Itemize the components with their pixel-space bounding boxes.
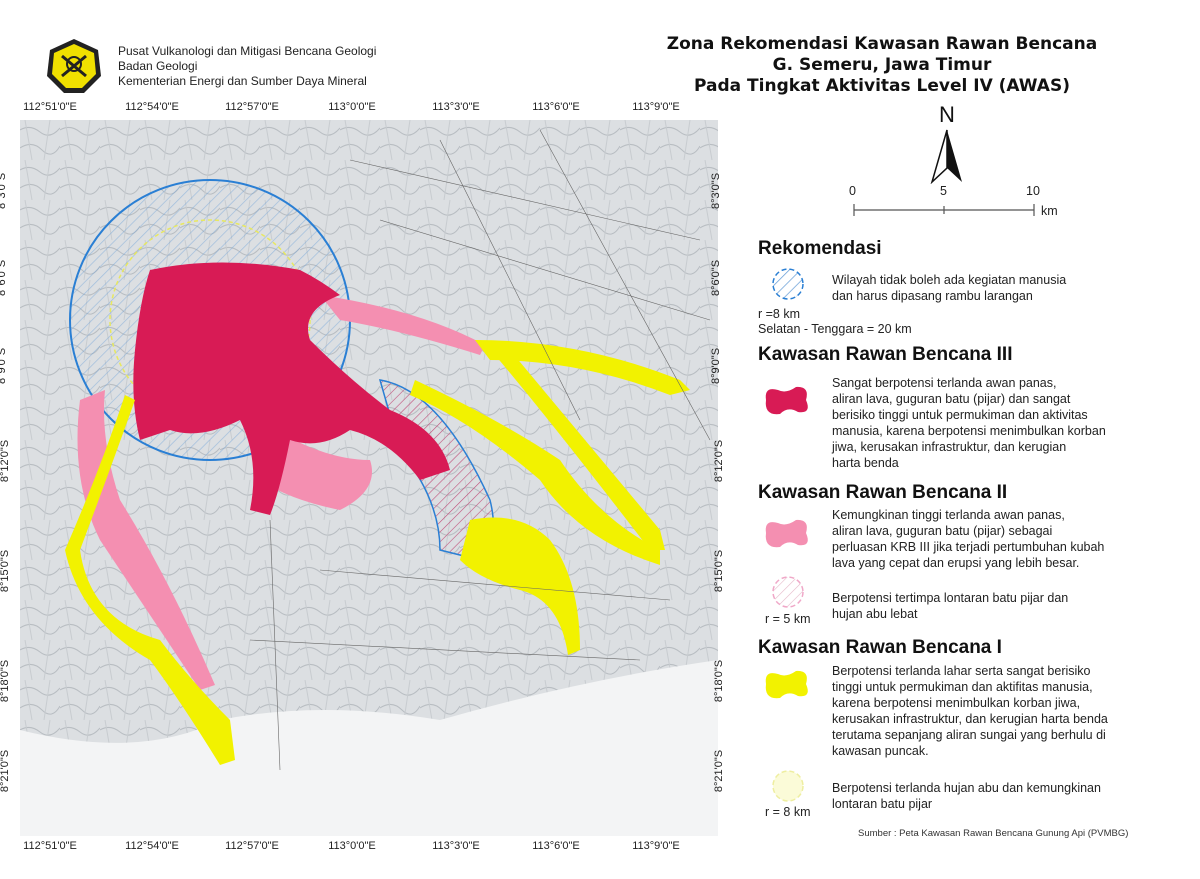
longitude-label: 113°9'0"E — [632, 840, 680, 852]
road-network — [249, 129, 711, 771]
krb1-lahar-channel — [65, 395, 235, 765]
longitude-label: 113°9'0"E — [632, 101, 680, 113]
latitude-label: 8°9'0"S — [710, 347, 723, 385]
longitude-label: 112°54'0"E — [125, 101, 179, 113]
krb2-circle-symbol — [772, 576, 804, 608]
longitude-label: 113°6'0"E — [532, 101, 580, 113]
org-line: Pusat Vulkanologi dan Mitigasi Bencana G… — [118, 44, 377, 58]
latitude-label: 8°6'0"S — [0, 259, 9, 297]
legend-text: Wilayah tidak boleh ada kegiatan manusia… — [832, 273, 1067, 303]
krb2-symbol — [765, 519, 808, 548]
latitude-label: 8°12'0"S — [713, 439, 726, 483]
longitude-label: 112°57'0"E — [225, 101, 279, 113]
org-line: Badan Geologi — [118, 59, 198, 73]
organization-text: Pusat Vulkanologi dan Mitigasi Bencana G… — [118, 44, 376, 89]
legend-text: Berpotensi terlanda lahar serta sangat b… — [832, 664, 1108, 758]
latitude-label: 8°21'0"S — [0, 749, 12, 793]
map-frame[interactable] — [20, 120, 718, 836]
latitude-label: 8°9'0"S — [0, 347, 9, 385]
exclusion-zone-symbol — [772, 268, 804, 300]
title-line: G. Semeru, Jawa Timur — [772, 55, 992, 75]
radius-label: r = 8 km — [765, 805, 811, 819]
latitude-label: 8°18'0"S — [0, 659, 12, 703]
krb1-symbol — [765, 670, 808, 699]
scale-tick-label: 5 — [940, 184, 947, 198]
latitude-label: 8°18'0"S — [713, 659, 726, 703]
latitude-label: 8°3'0"S — [710, 172, 723, 210]
legend-heading-krb2: Kawasan Rawan Bencana II — [758, 482, 1008, 503]
legend-heading-krb3: Kawasan Rawan Bencana III — [758, 344, 1013, 365]
krb1-lahar-channel — [410, 380, 660, 565]
krb2-area — [320, 295, 485, 355]
north-arrow-icon — [930, 129, 962, 184]
longitude-label: 112°51'0"E — [23, 840, 77, 852]
title-line: Zona Rekomendasi Kawasan Rawan Bencana — [666, 34, 1098, 54]
sea-area — [20, 660, 718, 836]
scale-bar — [853, 204, 1035, 216]
krb3-area — [133, 262, 450, 515]
legend-text: Berpotensi terlanda hujan abu dan kemung… — [832, 781, 1101, 811]
badan-geologi-logo — [47, 39, 101, 93]
longitude-label: 112°54'0"E — [125, 840, 179, 852]
latitude-label: 8°15'0"S — [713, 549, 726, 593]
krb1-lahar-channel — [460, 517, 580, 655]
org-line: Kementerian Energi dan Sumber Daya Miner… — [118, 74, 367, 88]
legend-heading-krb1: Kawasan Rawan Bencana I — [758, 637, 1002, 658]
scale-unit: km — [1041, 204, 1058, 218]
longitude-label: 112°57'0"E — [225, 840, 279, 852]
legend-heading-rekomendasi: Rekomendasi — [758, 238, 882, 259]
radius-label: r =8 km — [758, 307, 801, 321]
longitude-label: 112°51'0"E — [23, 101, 77, 113]
longitude-label: 113°6'0"E — [532, 840, 580, 852]
source-note: Sumber : Peta Kawasan Rawan Bencana Gunu… — [858, 828, 1129, 839]
legend-text: Sangat berpotensi terlanda awan panas, al… — [832, 376, 1106, 470]
krb1-circle-symbol — [772, 770, 804, 802]
map-title: Zona Rekomendasi Kawasan Rawan Bencana G… — [642, 34, 1122, 97]
longitude-label: 113°0'0"E — [328, 840, 376, 852]
longitude-label: 113°0'0"E — [328, 101, 376, 113]
krb2-area — [77, 390, 215, 690]
north-label: N — [939, 102, 955, 127]
legend-text: Kemungkinan tinggi terlanda awan panas, a… — [832, 508, 1105, 570]
radius-label: r = 5 km — [765, 612, 811, 626]
longitude-label: 113°3'0"E — [432, 840, 480, 852]
legend-text: Berpotensi tertimpa lontaran batu pijar … — [832, 591, 1069, 621]
scale-tick-label: 10 — [1026, 184, 1040, 198]
latitude-label: 8°12'0"S — [0, 439, 12, 483]
krb1-lahar-channel — [495, 350, 665, 550]
title-line: Pada Tingkat Aktivitas Level IV (AWAS) — [694, 76, 1070, 96]
latitude-label: 8°6'0"S — [710, 259, 723, 297]
latitude-label: 8°21'0"S — [713, 749, 726, 793]
krb3-symbol — [765, 386, 808, 415]
longitude-label: 113°3'0"E — [432, 101, 480, 113]
latitude-label: 8°15'0"S — [0, 549, 12, 593]
scale-tick-label: 0 — [849, 184, 856, 198]
southeast-radius-label: Selatan - Tenggara = 20 km — [758, 322, 912, 336]
latitude-label: 8°3'0"S — [0, 172, 9, 210]
krb1-lahar-channel — [475, 340, 690, 395]
